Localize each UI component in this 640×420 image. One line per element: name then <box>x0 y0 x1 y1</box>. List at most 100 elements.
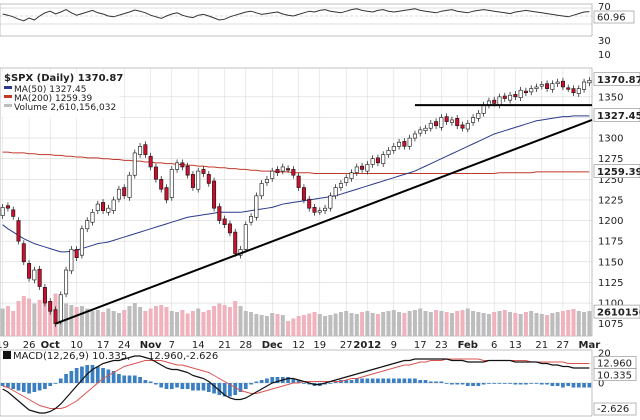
volume-bar <box>560 311 565 336</box>
macd-histogram-bar <box>37 383 42 391</box>
macd-histogram-bar <box>143 380 148 383</box>
candle-body <box>249 216 254 223</box>
candle-body <box>106 207 111 213</box>
volume-bar <box>243 311 248 336</box>
volume-bar <box>217 303 222 336</box>
trendline-support <box>55 119 593 325</box>
legend-ma200: MA(200) 1259.39 <box>14 94 92 104</box>
macd-histogram-bar <box>90 365 95 383</box>
x-tick-label: 10 <box>70 340 83 351</box>
volume-bar <box>190 311 195 336</box>
candle-body <box>465 122 470 130</box>
candle-body <box>32 269 37 281</box>
candle-body <box>259 183 264 197</box>
candle-body <box>196 170 201 190</box>
macd-histogram-bar <box>259 380 264 383</box>
candle-body <box>360 165 365 170</box>
macd-histogram-bar <box>296 380 301 383</box>
candle-body <box>85 220 90 230</box>
ma200-line <box>2 151 590 175</box>
candle-body <box>153 166 158 180</box>
volume-bar <box>127 306 132 336</box>
macd-line <box>2 355 590 414</box>
candle-body <box>566 87 571 90</box>
macd-histogram-bar <box>428 381 433 383</box>
candle-body <box>286 168 291 171</box>
macd-histogram-bar <box>127 375 132 383</box>
volume-bar <box>449 313 454 336</box>
volume-bar <box>465 308 470 336</box>
candle-body <box>217 206 222 221</box>
x-tick-label: Oct <box>41 340 60 351</box>
legend-volume: Volume 2,610,156,032 <box>14 103 116 113</box>
candle-body <box>296 175 301 188</box>
volume-bar <box>523 312 528 336</box>
candle-body <box>0 207 5 216</box>
candle-body <box>428 122 433 129</box>
legend-title: $SPX (Daily) 1370.87 <box>4 73 123 84</box>
volume-bar <box>587 311 592 336</box>
macd-histogram-bar <box>323 383 327 385</box>
volume-bar <box>74 307 79 336</box>
candle-body <box>312 207 317 213</box>
volume-badge: 2610156 <box>597 308 640 319</box>
x-tick-label: 21 <box>218 340 231 351</box>
volume-bar <box>471 311 476 336</box>
candle-body <box>476 113 481 119</box>
volume-bar <box>201 312 206 336</box>
volume-bar <box>27 298 32 336</box>
price-tick-label: 1100 <box>598 299 623 310</box>
candle-body <box>386 150 391 155</box>
macd-histogram-bar <box>492 383 497 384</box>
rsi-panel <box>0 3 593 37</box>
candle-body <box>301 187 306 201</box>
candle-body <box>497 96 502 106</box>
volume-bar <box>259 315 264 336</box>
candle-body <box>95 203 100 211</box>
volume-bar <box>11 311 16 336</box>
candle-body <box>243 224 248 250</box>
candle-body <box>375 157 380 164</box>
volume-bar <box>492 312 497 336</box>
volume-bar <box>175 312 180 336</box>
macd-histogram-bar <box>122 375 127 383</box>
ma50-badge: 1327.45 <box>597 111 640 122</box>
macd-histogram-bar <box>481 383 486 385</box>
legend-ma200-swatch <box>4 95 12 98</box>
volume-bar <box>185 313 190 336</box>
macd-histogram-bar <box>201 383 206 391</box>
volume-bar <box>143 311 148 336</box>
volume-bar <box>508 312 513 336</box>
macd-histogram-bar <box>111 371 116 383</box>
volume-bar <box>407 311 412 336</box>
macd-histogram-bar <box>101 368 105 383</box>
candle-body <box>159 179 164 190</box>
candle-body <box>307 198 312 209</box>
macd-histogram-bar <box>587 383 592 388</box>
macd-histogram-bar <box>391 378 396 383</box>
macd-histogram-bar <box>21 383 26 392</box>
macd-histogram-bar <box>513 383 518 385</box>
macd-signal-badge: 12.960 <box>597 359 632 370</box>
macd-histogram-bar <box>27 383 31 394</box>
candle-body <box>412 133 417 139</box>
candle-body <box>21 243 26 263</box>
candle-body <box>190 174 195 188</box>
candle-body <box>206 174 211 184</box>
volume-bar <box>101 312 106 336</box>
last-price-badge: 1370.87 <box>597 75 640 86</box>
volume-bar <box>206 310 211 336</box>
volume-bar <box>42 297 47 336</box>
macd-histogram-bar <box>154 383 158 385</box>
macd-histogram-bar <box>561 383 565 388</box>
candle-body <box>576 88 581 94</box>
macd-histogram-bar <box>328 383 333 384</box>
volume-bar <box>32 303 37 336</box>
macd-histogram-bar <box>344 380 349 383</box>
volume-bar <box>344 311 349 336</box>
macd-histogram-bar <box>370 378 375 383</box>
candle-body <box>328 195 333 209</box>
candle-body <box>508 94 513 101</box>
candle-body <box>402 141 407 147</box>
